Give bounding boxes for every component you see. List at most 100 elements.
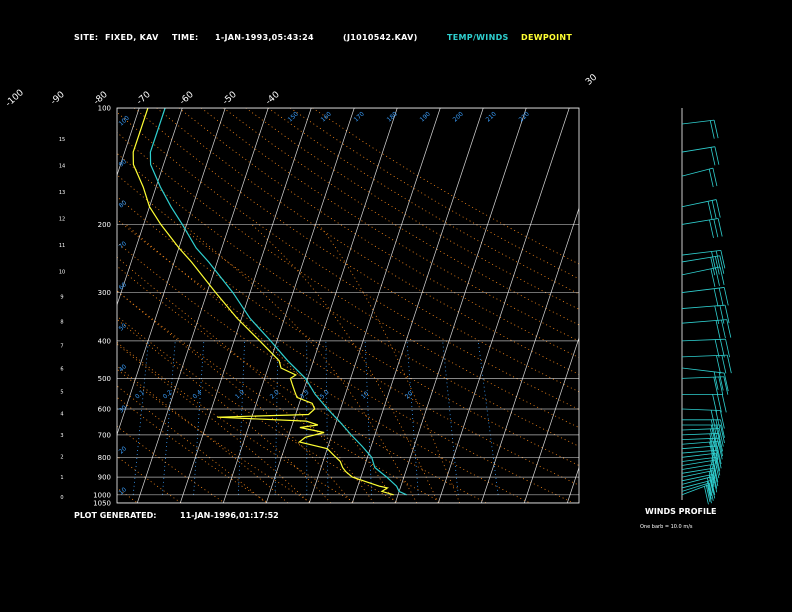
isotherm-line [117,108,183,306]
wind-barb-flag [715,453,721,472]
theta-label: 50 [118,322,128,332]
wind-barb-flag [707,201,713,220]
pressure-tick-label: 100 [98,105,111,113]
isotherm-line [437,108,570,503]
isotherm-line [480,207,579,503]
mixing-ratio-label: 1.0 [234,389,246,401]
isotherm-line [265,108,398,503]
wind-barb-flag [712,167,718,187]
mixing-ratio-label: 3.5 [299,389,311,401]
mixing-ratio-line [132,340,149,495]
isotherm-line [179,108,312,503]
pressure-tick-label: 300 [98,289,111,297]
height-tick-label: 6 [60,367,63,373]
time-value: 1-JAN-1993,05:43:24 [215,33,314,42]
wind-barb-flag [708,471,714,490]
moist-adiabat [117,318,332,503]
wind-barb-flag [710,257,716,276]
temperature-tick-label: -40 [264,90,282,107]
wind-barb-staff [681,452,716,458]
wind-barb-staff [681,338,726,342]
dry-adiabat-label: 170 [353,110,366,123]
wind-barb-flag [715,320,721,339]
theta-label: 20 [118,445,128,455]
wind-barb-staff [681,119,715,125]
wind-barb-flag [712,474,718,493]
wind-barb-staff [681,433,719,436]
wind-barb-flag [705,483,711,502]
height-tick-label: 10 [59,269,65,275]
wind-barb-flag [708,482,714,501]
isotherm-line [566,466,579,503]
wind-barb-flag [713,371,719,390]
wind-barb-flag [710,147,716,166]
height-tick-label: 0 [60,495,63,501]
wind-barb-flag [721,394,727,413]
wind-barb-staff [681,266,721,276]
wind-barb-staff [681,484,708,496]
isotherm-line [308,108,441,503]
wind-barb-staff [681,199,717,208]
wind-barb-flag [714,305,720,325]
dry-adiabat [156,108,579,375]
temperature-tick-label: -100 [4,88,26,109]
wind-barb-staff [681,287,725,293]
wind-barb-flag [721,319,726,339]
mixing-ratio-line [193,340,205,495]
pressure-tick-label: 900 [98,474,111,482]
height-tick-label: 2 [60,454,63,460]
mixing-ratio-label: 10 [360,390,370,400]
wind-barb-staff [681,249,721,256]
dry-adiabat [223,108,579,326]
wind-barb-staff [681,319,727,324]
wind-barb-flag [715,199,721,218]
dry-adiabat [117,152,579,447]
wind-barb-flag [710,460,716,479]
wind-barb-staff [681,482,710,492]
dewpoint-series-line [132,108,394,496]
file-id: (J1010542.KAV) [343,33,418,42]
mixing-ratio-label: 0.4 [192,389,204,401]
isotherm-line [523,336,579,503]
legend-temp-winds: TEMP/WINDS [447,33,509,42]
wind-barb-flag [710,268,716,287]
dry-adiabat [117,196,579,486]
theta-label: 100 [118,114,131,127]
wind-barb-staff [681,408,721,411]
plot-generated-label: PLOT GENERATED: [74,511,157,520]
mixing-ratio-label: 0.2 [162,389,174,401]
wind-barb-staff [681,376,724,379]
wind-barb-flag [721,355,727,374]
dry-adiabat [117,218,574,503]
wind-barb-staff [681,470,713,478]
height-tick-label: 11 [59,243,65,249]
wind-barb-flag [713,441,719,460]
wind-barb-flag [720,419,725,438]
mixing-ratio-line [325,340,329,495]
theta-label: 40 [118,363,128,373]
wind-barb-flag [724,305,730,324]
wind-barb-flag [717,218,723,237]
wind-barb-flag [711,457,717,476]
wind-barb-flag [709,433,715,452]
wind-barb-flag [714,428,720,447]
dry-adiabat-label: 220 [518,110,531,123]
wind-barb-flag [709,468,715,487]
wind-barb-flag [704,486,709,505]
wind-barb-flag [715,267,720,286]
wind-barb-flag [708,475,714,494]
wind-barb-flag [719,339,725,358]
wind-barb-flag [706,477,712,496]
mixing-ratio-line [364,340,372,495]
mixing-ratio-line [442,340,459,495]
wind-barb-flag [708,168,714,188]
pressure-tick-label: 700 [98,431,111,439]
wind-barb-flag [713,120,719,139]
plot-generated-value: 11-JAN-1996,01:17:52 [180,511,279,520]
wind-barb-flag [714,339,720,358]
dry-adiabat [200,108,579,342]
wind-barb-staff [681,440,719,445]
wind-barb-flag [720,424,725,444]
temperature-series-line [149,108,407,496]
wind-barb-flag [710,410,716,429]
